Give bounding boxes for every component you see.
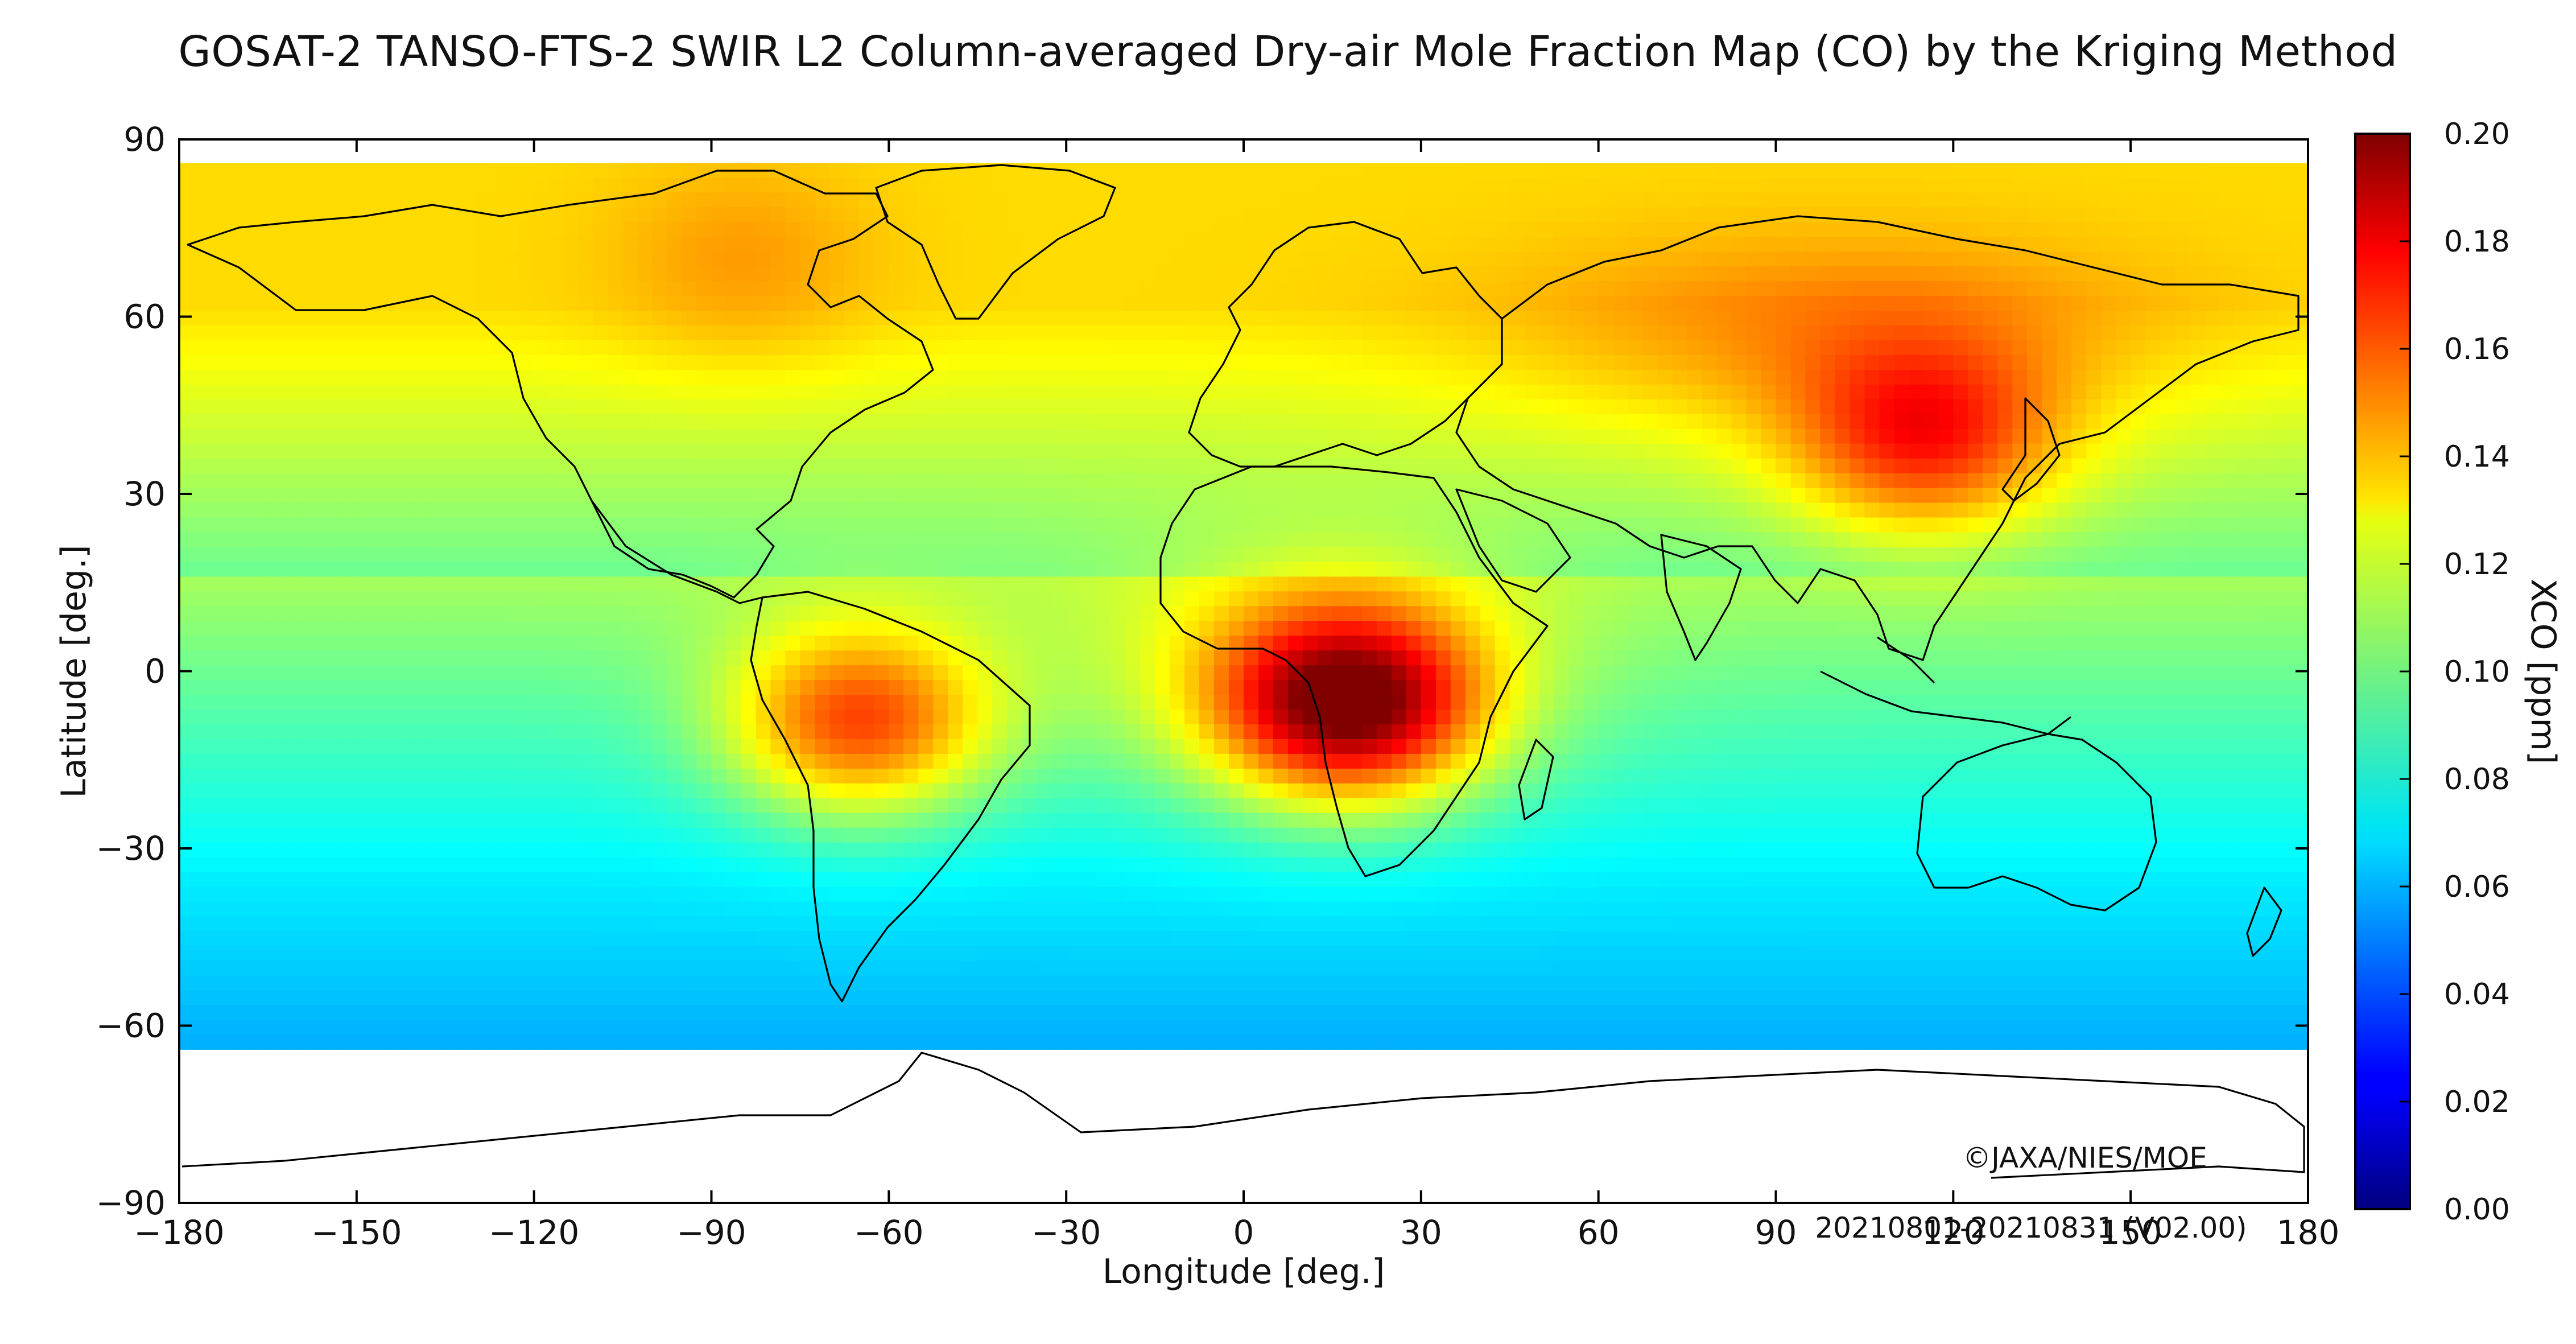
colorbar-tick-label: 0.14	[2444, 440, 2510, 474]
y-tick-label: 60	[123, 298, 166, 336]
colorbar-tick-label: 0.02	[2444, 1085, 2510, 1119]
y-tick-label: 90	[123, 120, 166, 159]
x-axis: −180 −150 −120 −90 −60 −30 0 30 60 90 120 150 180	[134, 139, 2339, 1252]
colorbar-tick-label: 0.10	[2444, 655, 2510, 689]
colorbar-tick-label: 0.08	[2444, 762, 2510, 797]
colorbar-tick-label: 0.12	[2444, 547, 2510, 582]
x-tick-label: −150	[311, 1213, 402, 1252]
y-tick-label: −90	[96, 1184, 166, 1222]
x-tick-label: 90	[1755, 1213, 1797, 1252]
x-tick-label: −180	[134, 1213, 224, 1252]
x-tick-label: 0	[1233, 1213, 1254, 1252]
x-tick-label: 150	[2099, 1213, 2162, 1252]
colorbar-tick-label: 0.18	[2444, 225, 2510, 259]
x-tick-label: −30	[1031, 1213, 1101, 1252]
colorbar-title: XCO [ppm]	[2523, 579, 2563, 764]
x-tick-label: −60	[854, 1213, 923, 1252]
x-tick-label: 30	[1400, 1213, 1442, 1252]
y-tick-label: −30	[96, 829, 166, 868]
colorbar-tick-label: 0.06	[2444, 870, 2510, 904]
y-tick-label: −60	[96, 1007, 166, 1045]
y-axis: 90 60 30 0 −30 −60 −90	[96, 120, 2308, 1222]
y-tick-label: 30	[123, 475, 166, 513]
x-tick-label: 60	[1578, 1213, 1620, 1252]
x-axis-title: Longitude [deg.]	[1103, 1252, 1385, 1292]
x-tick-label: 180	[2277, 1213, 2340, 1252]
y-tick-label: 0	[145, 652, 166, 691]
xco-heatmap	[179, 163, 2308, 1050]
colorbar-tick-label: 0.04	[2444, 978, 2510, 1012]
colorbar-tick-label: 0.16	[2444, 332, 2510, 366]
y-axis-title: Latitude [deg.]	[54, 545, 94, 798]
chart-title: GOSAT-2 TANSO-FTS-2 SWIR L2 Column-avera…	[178, 27, 2398, 76]
copyright-text: ©JAXA/NIES/MOE	[1963, 1141, 2207, 1174]
period-text: 20210801-20210831 (V02.00)	[1815, 1211, 2247, 1244]
colorbar-ticks: 0.00 0.02 0.04 0.06 0.08 0.10 0.12 0.14 0.16 0.18…	[2400, 117, 2510, 1227]
x-tick-label: 120	[1922, 1213, 1985, 1252]
colorbar-tick-label: 0.00	[2444, 1193, 2510, 1227]
x-tick-label: −120	[489, 1213, 579, 1252]
x-tick-label: −90	[676, 1213, 746, 1252]
coastlines	[181, 164, 2305, 1179]
colorbar-tick-label: 0.20	[2444, 117, 2510, 151]
